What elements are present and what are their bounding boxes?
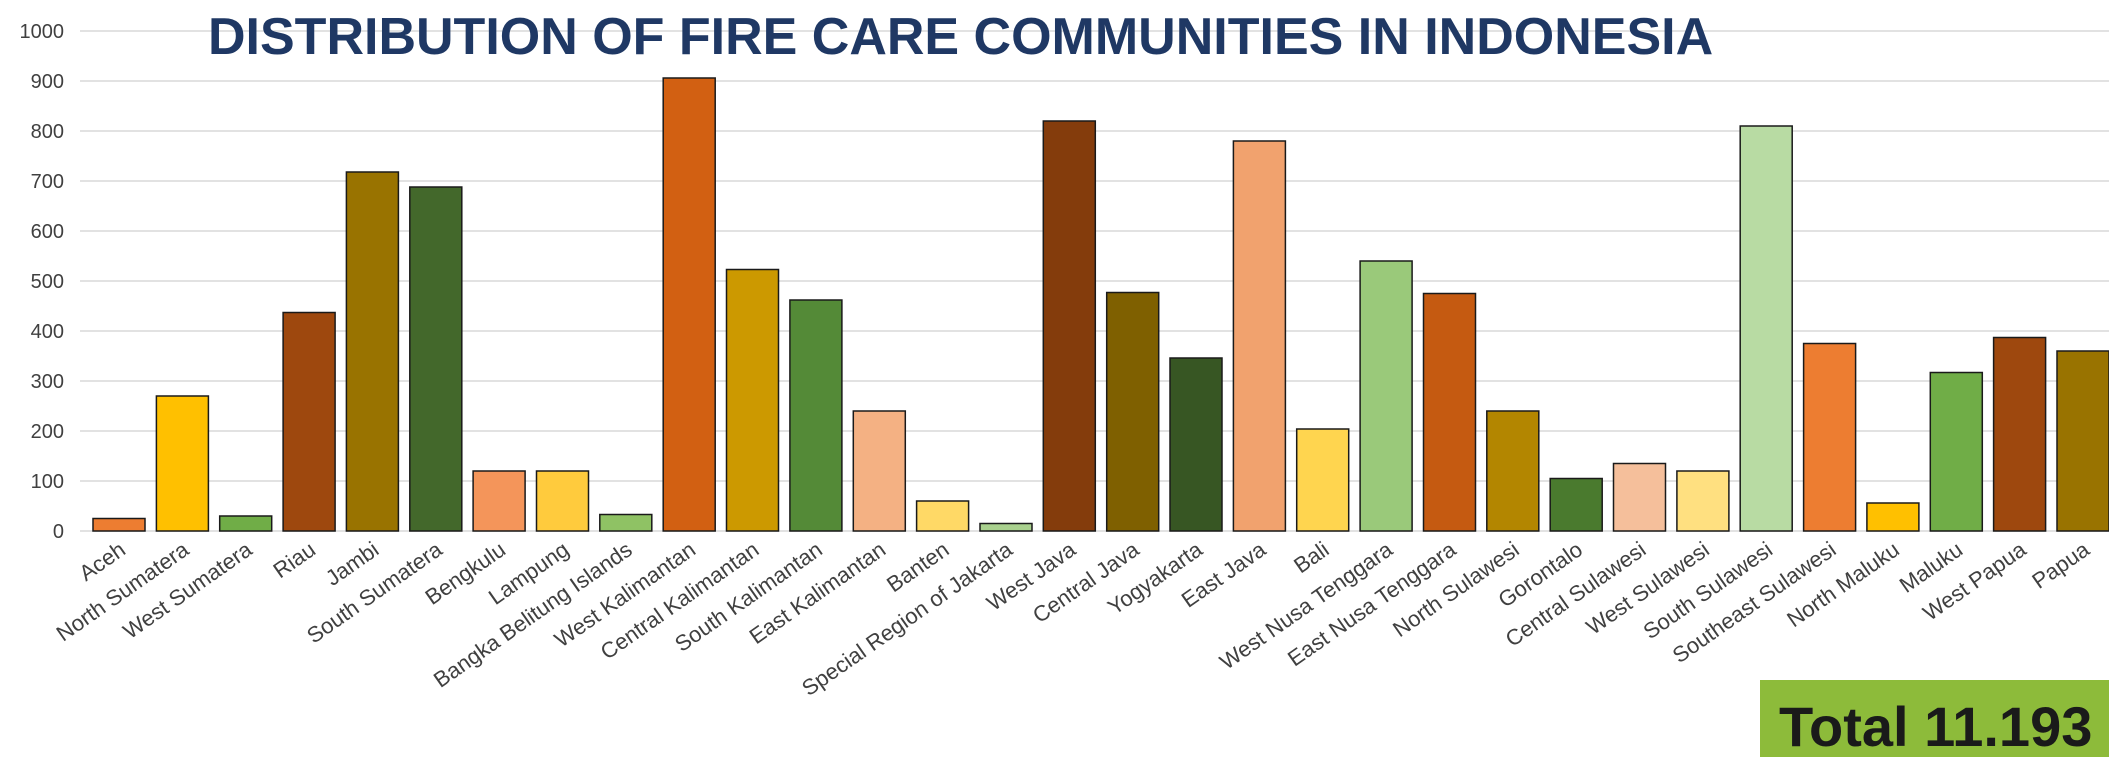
- bar-east-java: [1232, 140, 1287, 532]
- bar-west-papua: [1992, 336, 2047, 532]
- bar-west-sulawesi: [1676, 470, 1730, 532]
- total-label: Total 11.193: [1779, 695, 2092, 757]
- bar-lampung: [535, 470, 590, 532]
- total-badge: [1760, 680, 2109, 757]
- x-tick-label: Papua: [2027, 536, 2094, 593]
- bar-bali: [1295, 428, 1350, 532]
- y-tick-label: 500: [31, 271, 64, 293]
- bar-jambi: [345, 171, 400, 532]
- y-tick-label: 0: [53, 521, 64, 543]
- bar-south-sumatera: [409, 186, 463, 532]
- bar-east-nusa-tenggara: [1422, 292, 1477, 532]
- y-tick-label: 400: [31, 321, 64, 343]
- bar-bangka-belitung-islands: [599, 513, 653, 532]
- bar-south-sulawesi: [1739, 125, 1793, 532]
- y-tick-label: 800: [31, 121, 64, 143]
- bar-riau: [282, 311, 336, 532]
- bar-central-java: [1105, 291, 1160, 532]
- bar-east-kalimantan: [852, 410, 907, 532]
- x-tick-label: Riau: [269, 537, 320, 583]
- y-tick-label: 300: [31, 371, 64, 393]
- bar-bengkulu: [472, 470, 526, 532]
- bar-southeast-sulawesi: [1802, 342, 1857, 532]
- bar-gorontalo: [1549, 477, 1603, 532]
- bar-north-sulawesi: [1486, 410, 1540, 532]
- x-tick-label: Bali: [1289, 537, 1333, 579]
- bar-special-region-of-jakarta: [979, 522, 1033, 532]
- y-tick-label: 900: [31, 71, 64, 93]
- bar-papua: [2056, 350, 2109, 532]
- bar-west-nusa-tenggara: [1359, 260, 1413, 532]
- bars: [92, 77, 2109, 532]
- y-axis-ticks: 0 100 200 300 400 500 600 700 800 900 1000: [20, 21, 65, 543]
- bar-maluku: [1929, 371, 1984, 532]
- bar-aceh: [92, 517, 146, 532]
- bar-central-sulawesi: [1612, 462, 1667, 532]
- bar-yogyakarta: [1169, 357, 1223, 532]
- y-tick-label: 600: [31, 221, 64, 243]
- bar-west-sumatera: [218, 515, 273, 532]
- bar-banten: [915, 500, 970, 532]
- y-tick-label: 100: [31, 471, 64, 493]
- chart-title: DISTRIBUTION OF FIRE CARE COMMUNITIES IN…: [208, 8, 1713, 66]
- y-tick-label: 200: [31, 421, 64, 443]
- bar-west-kalimantan: [662, 77, 716, 532]
- bar-south-kalimantan: [789, 299, 843, 532]
- bar-north-maluku: [1866, 502, 1920, 532]
- y-tick-label: 700: [31, 171, 64, 193]
- bar-north-sumatera: [155, 395, 210, 532]
- y-tick-label: 1000: [20, 21, 65, 43]
- bar-west-java: [1042, 120, 1097, 532]
- bar-central-kalimantan: [725, 268, 780, 532]
